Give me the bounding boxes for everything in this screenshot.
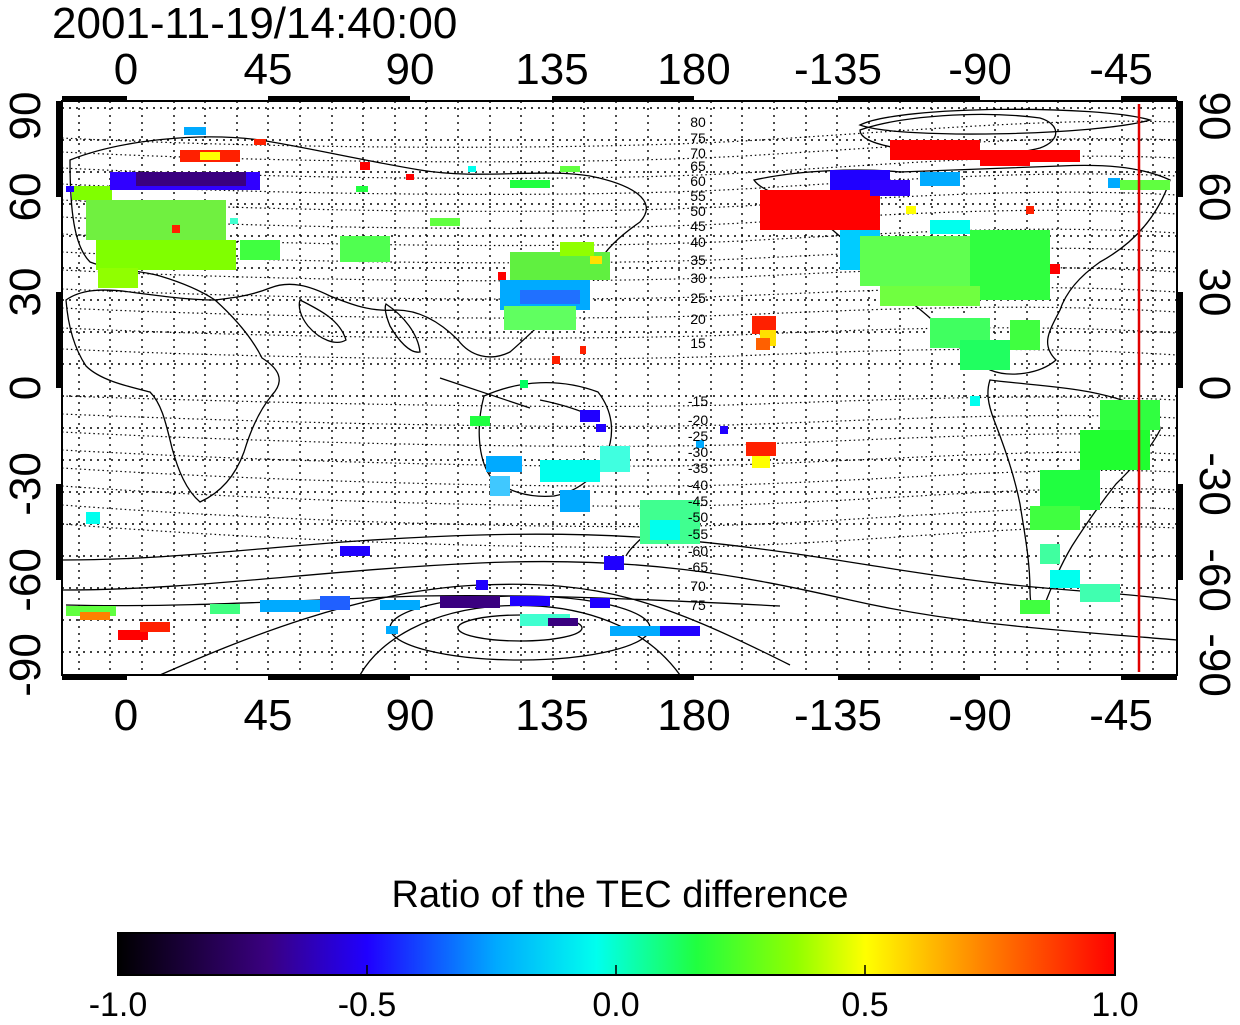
lon-tick-label-top: -45 — [1089, 45, 1153, 94]
lat-tick-label-right: 30 — [1190, 268, 1239, 317]
colorbar-title: Ratio of the TEC difference — [391, 874, 849, 916]
contour-label: -40 — [688, 477, 708, 493]
lat-tick-label-left: -30 — [1, 452, 50, 516]
graticule-grid — [62, 101, 1177, 675]
lat-tick-label-right: 60 — [1190, 173, 1239, 222]
timestamp-title: 2001-11-19/14:40:00 — [52, 0, 458, 48]
contour-label: 35 — [690, 252, 706, 268]
lon-tick-label-bottom: 135 — [515, 691, 588, 740]
lon-tick-label-top: 180 — [657, 45, 730, 94]
contour-label: 60 — [690, 173, 706, 189]
contour-label: -45 — [688, 493, 708, 509]
lon-tick-label-bottom: 180 — [657, 691, 730, 740]
lat-tick-label-right: 90 — [1190, 92, 1239, 141]
lat-tick-label-left: 0 — [1, 376, 50, 400]
contour-label: 45 — [690, 218, 706, 234]
colorbar-tick-label: 0.5 — [841, 986, 889, 1024]
lon-tick-label-bottom: -45 — [1089, 691, 1153, 740]
colorbar-ticks — [366, 965, 866, 975]
contour-label: -15 — [688, 393, 708, 409]
lon-tick-label-bottom: 45 — [244, 691, 293, 740]
frame-tick-bars — [56, 96, 1183, 680]
lon-tick-label-top: 45 — [244, 45, 293, 94]
contour-label: 20 — [690, 311, 706, 327]
colorbar-tick-label: 0.0 — [592, 986, 640, 1024]
contour-label: 75 — [690, 130, 706, 146]
contour-label: -60 — [688, 543, 708, 559]
lat-tick-label-left: 60 — [1, 173, 50, 222]
contour-label: 50 — [690, 203, 706, 219]
colorbar-tick-label: -1.0 — [88, 986, 148, 1024]
contour-label: 15 — [690, 335, 706, 351]
contour-label: -25 — [688, 428, 708, 444]
lat-tick-label-left: -90 — [1, 633, 50, 697]
contour-label: -65 — [688, 559, 708, 575]
contour-label: 65 — [690, 158, 706, 174]
lat-tick-label-left: 90 — [1, 92, 50, 141]
colorbar-tick-label: -0.5 — [337, 986, 397, 1024]
contour-label: 40 — [690, 234, 706, 250]
lon-tick-label-top: -135 — [794, 45, 882, 94]
contour-label: 30 — [690, 270, 706, 286]
contour-label: -20 — [688, 412, 708, 428]
contour-label: 75 — [690, 597, 706, 613]
lat-tick-label-right: 0 — [1190, 376, 1239, 400]
magnetic-contours-south-polar — [62, 108, 1177, 675]
lon-tick-label-top: 90 — [386, 45, 435, 94]
lat-tick-label-left: 30 — [1, 268, 50, 317]
lon-tick-label-top: 0 — [114, 45, 138, 94]
contour-label: 80 — [690, 114, 706, 130]
lat-tick-label-right: -30 — [1190, 452, 1239, 516]
lon-tick-label-bottom: 90 — [386, 691, 435, 740]
contour-label: -30 — [688, 444, 708, 460]
contour-label: -35 — [688, 460, 708, 476]
lon-tick-label-top: 135 — [515, 45, 588, 94]
colorbar-tick-label: 1.0 — [1091, 986, 1139, 1024]
contour-label: 70 — [690, 145, 706, 161]
contour-label: 70 — [690, 578, 706, 594]
contour-label: -55 — [688, 526, 708, 542]
lat-tick-label-right: -60 — [1190, 548, 1239, 612]
lat-tick-label-left: -60 — [1, 548, 50, 612]
contour-label: 25 — [690, 290, 706, 306]
contour-label: 55 — [690, 188, 706, 204]
lon-tick-label-top: -90 — [948, 45, 1012, 94]
lon-tick-label-bottom: -135 — [794, 691, 882, 740]
lon-tick-label-bottom: -90 — [948, 691, 1012, 740]
contour-label: -50 — [688, 509, 708, 525]
lon-tick-label-bottom: 0 — [114, 691, 138, 740]
lat-tick-label-right: -90 — [1190, 633, 1239, 697]
